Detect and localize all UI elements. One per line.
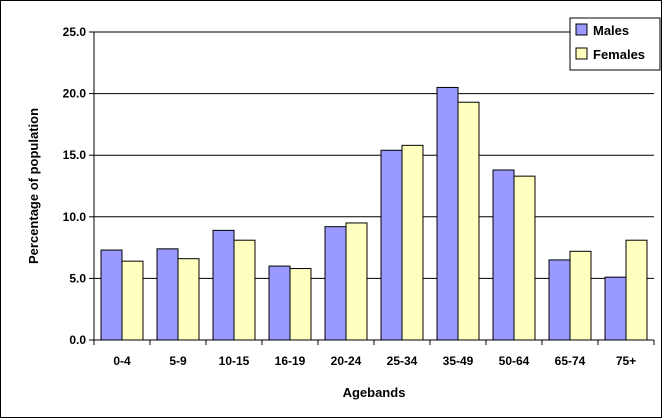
bar-females-10-15 xyxy=(233,239,256,341)
bar-males-65-74 xyxy=(548,259,571,341)
bar-males-16-19 xyxy=(268,265,291,341)
bar-females-50-64 xyxy=(513,175,536,341)
legend-swatch-males xyxy=(575,23,588,36)
x-tick-label: 16-19 xyxy=(275,354,306,368)
bar-females-75+ xyxy=(625,239,648,341)
y-tick-label: 15.0 xyxy=(63,148,87,162)
legend-swatch-females xyxy=(575,47,588,60)
x-tick-label: 35-49 xyxy=(443,354,474,368)
tick-labels: 0.0 5.0 10.0 15.0 20.0 25.0 0-4 5-9 10-15 16-19 20… xyxy=(63,25,637,368)
legend-label-females: Females xyxy=(593,47,645,62)
bar-males-50-64 xyxy=(492,169,515,341)
y-axis-label: Percentage of population xyxy=(26,108,41,264)
x-tick-label: 25-34 xyxy=(387,354,418,368)
x-tick-label: 20-24 xyxy=(331,354,362,368)
x-tick-label: 50-64 xyxy=(499,354,530,368)
bar-females-20-24 xyxy=(345,222,368,341)
bar-females-16-19 xyxy=(289,268,312,341)
bar-females-0-4 xyxy=(121,260,144,341)
legend-label-males: Males xyxy=(593,23,629,38)
legend: Males Females xyxy=(569,17,661,71)
y-tick-label: 0.0 xyxy=(69,333,86,347)
bars xyxy=(100,86,648,341)
bar-males-5-9 xyxy=(156,248,179,341)
x-tick-label: 0-4 xyxy=(113,354,131,368)
bar-females-35-49 xyxy=(457,101,480,341)
y-tick-label: 25.0 xyxy=(63,25,87,39)
bar-males-10-15 xyxy=(212,229,235,341)
bar-males-75+ xyxy=(604,276,627,341)
axes xyxy=(89,31,655,345)
bar-males-20-24 xyxy=(324,226,347,341)
bar-males-0-4 xyxy=(100,249,123,341)
y-tick-label: 5.0 xyxy=(69,271,86,285)
x-tick-label: 10-15 xyxy=(219,354,250,368)
y-tick-label: 10.0 xyxy=(63,210,87,224)
x-axis-label: Agebands xyxy=(343,385,406,400)
bar-females-25-34 xyxy=(401,144,424,341)
bar-males-25-34 xyxy=(380,149,403,341)
x-tick-label: 5-9 xyxy=(169,354,187,368)
x-tick-label: 75+ xyxy=(616,354,636,368)
y-tick-label: 20.0 xyxy=(63,87,87,101)
bar-females-65-74 xyxy=(569,250,592,341)
bar-females-5-9 xyxy=(177,258,200,341)
x-tick-label: 65-74 xyxy=(555,354,586,368)
bar-males-35-49 xyxy=(436,86,459,341)
